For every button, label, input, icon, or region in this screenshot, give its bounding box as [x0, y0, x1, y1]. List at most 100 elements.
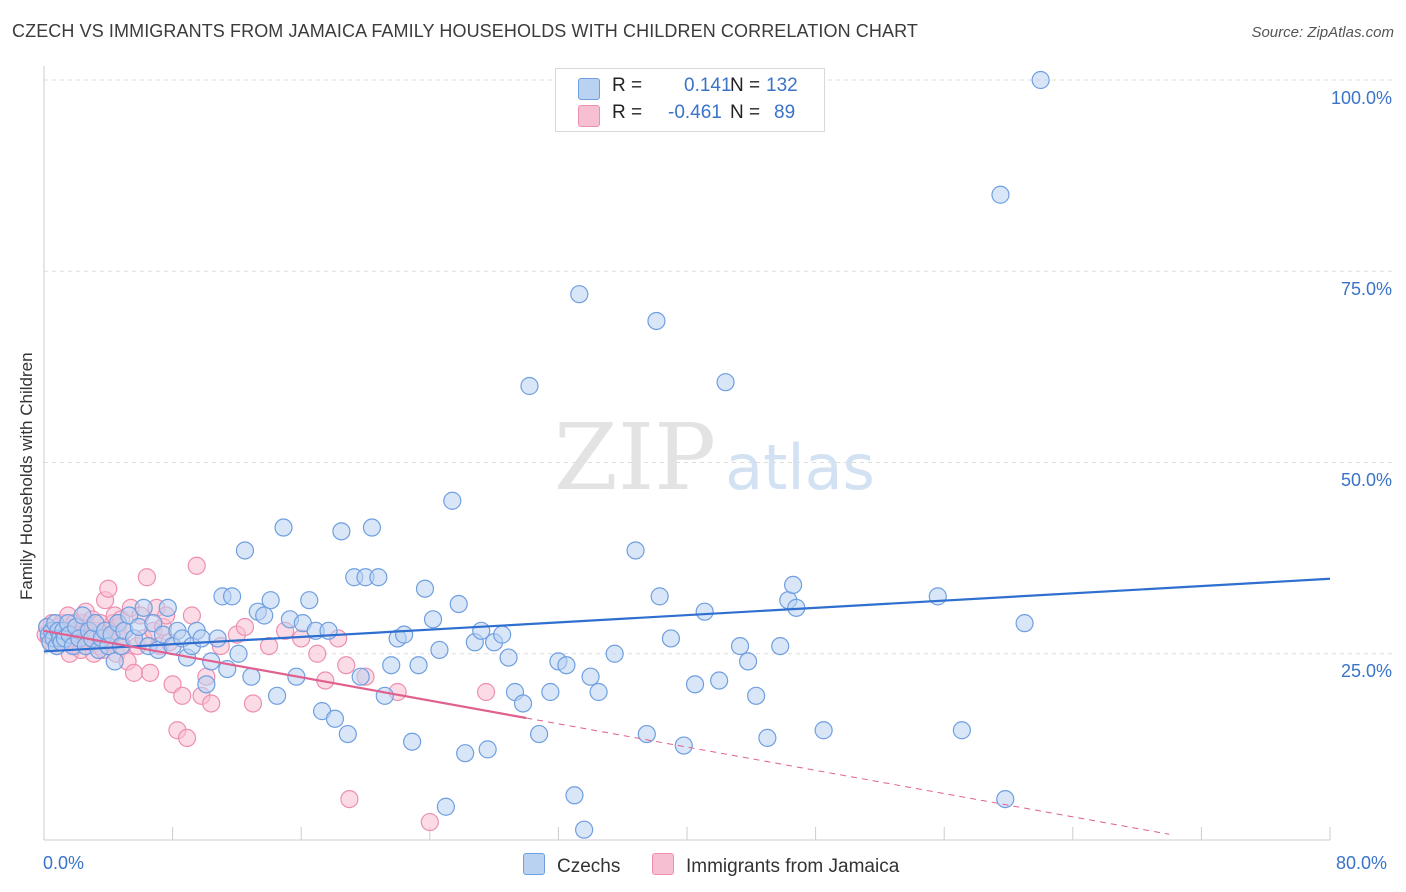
jamaica-point — [476, 682, 496, 702]
czech-point — [747, 686, 766, 705]
czech-point — [605, 644, 624, 663]
jamaica-point — [340, 789, 359, 809]
czech-point — [716, 373, 735, 392]
y-tick-50: 50.0% — [1340, 470, 1392, 490]
jamaica-trend-extension — [526, 717, 1170, 835]
czech-point — [996, 789, 1015, 809]
czech-point — [192, 629, 211, 648]
czech-point — [581, 667, 600, 686]
jamaica-point — [182, 606, 201, 625]
jamaica-point — [99, 579, 118, 598]
czech-point — [222, 587, 242, 606]
jamaica-point — [137, 568, 156, 587]
czech-point — [369, 568, 388, 587]
czech-point — [415, 579, 435, 598]
czech-point — [351, 667, 370, 686]
czech-point — [134, 598, 153, 617]
watermark-zip: ZIP — [554, 404, 716, 511]
czech-point — [991, 185, 1010, 204]
legend-item-czechs: Czechs — [523, 853, 620, 878]
y-axis-label: Family Households with Children — [17, 352, 36, 600]
czech-n-label: N = — [730, 75, 761, 96]
czech-point — [325, 709, 345, 728]
czech-point — [520, 376, 539, 396]
czech-point — [255, 606, 274, 625]
y-tick-25: 25.0% — [1340, 661, 1392, 681]
czech-point — [332, 522, 351, 541]
czechs-swatch — [523, 853, 545, 875]
czech-swatch — [578, 78, 600, 100]
jamaica-n-value: 89 — [774, 102, 796, 123]
jamaica-point — [259, 636, 279, 656]
czech-trend-line — [43, 577, 1331, 653]
czech-point — [541, 682, 560, 702]
czech-point — [362, 518, 382, 537]
czech-point — [242, 667, 261, 686]
legend-item-jamaica: Immigrants from Jamaica — [652, 853, 899, 878]
axes — [43, 66, 1331, 841]
source-credit: Source: ZipAtlas.com — [1251, 24, 1394, 41]
czech-point — [637, 724, 656, 744]
czech-point — [647, 311, 666, 331]
jamaica-n-label: N = — [730, 102, 761, 123]
jamaica-point — [173, 686, 192, 705]
czech-point — [674, 736, 693, 755]
gridlines — [44, 79, 1395, 655]
czech-point — [375, 686, 394, 705]
x-tick-start: 0.0% — [43, 853, 85, 873]
czech-point — [952, 721, 971, 740]
czech-point — [436, 797, 455, 816]
jamaica-trend-line — [43, 629, 527, 720]
czech-point — [274, 518, 293, 537]
jamaica-point — [187, 556, 206, 575]
czech-point — [575, 820, 594, 839]
watermark-atlas: atlas — [725, 431, 875, 504]
czech-point — [409, 656, 428, 675]
czech-point — [403, 732, 422, 751]
czech-point — [1031, 70, 1050, 90]
czech-point — [394, 625, 414, 644]
jamaica-r-value: -0.461 — [668, 102, 722, 123]
x-tick-end: 80.0% — [1336, 853, 1388, 873]
czech-point — [710, 671, 729, 690]
czech-point — [300, 591, 319, 610]
czech-r-label: R = — [612, 75, 643, 96]
jamaica-point — [235, 617, 255, 637]
czech-point — [1015, 614, 1034, 633]
czech-point — [197, 675, 216, 694]
czech-point — [493, 625, 512, 644]
czech-point — [530, 724, 549, 744]
jamaica-label: Immigrants from Jamaica — [686, 856, 900, 877]
jamaica-point — [243, 694, 263, 713]
czech-point — [570, 285, 589, 304]
czech-point — [105, 652, 124, 671]
czech-point — [229, 644, 248, 663]
czech-r-value: 0.141 — [684, 75, 732, 96]
jamaica-point — [177, 728, 197, 748]
czech-point — [267, 686, 287, 705]
czech-point — [685, 675, 705, 694]
czech-point — [626, 541, 645, 560]
czech-point — [661, 629, 681, 648]
y-tick-75: 75.0% — [1340, 279, 1392, 299]
jamaica-point — [337, 656, 356, 675]
czech-points — [38, 70, 1050, 839]
czech-point — [513, 694, 533, 713]
czech-point — [456, 744, 475, 763]
chart-title: CZECH VS IMMIGRANTS FROM JAMAICA FAMILY … — [12, 21, 918, 41]
czech-point — [589, 682, 608, 702]
jamaica-legend-swatch — [652, 853, 674, 875]
czech-point — [730, 636, 750, 656]
jamaica-point — [420, 812, 439, 832]
czech-n-value: 132 — [766, 75, 798, 96]
czech-point — [382, 656, 401, 675]
czech-point — [695, 602, 714, 621]
czech-point — [443, 491, 462, 510]
czech-point — [783, 575, 803, 595]
jamaica-point — [124, 663, 144, 682]
watermark: ZIP atlas — [554, 404, 875, 511]
czech-point — [771, 636, 790, 656]
jamaica-swatch — [578, 105, 600, 127]
czech-point — [478, 740, 497, 759]
